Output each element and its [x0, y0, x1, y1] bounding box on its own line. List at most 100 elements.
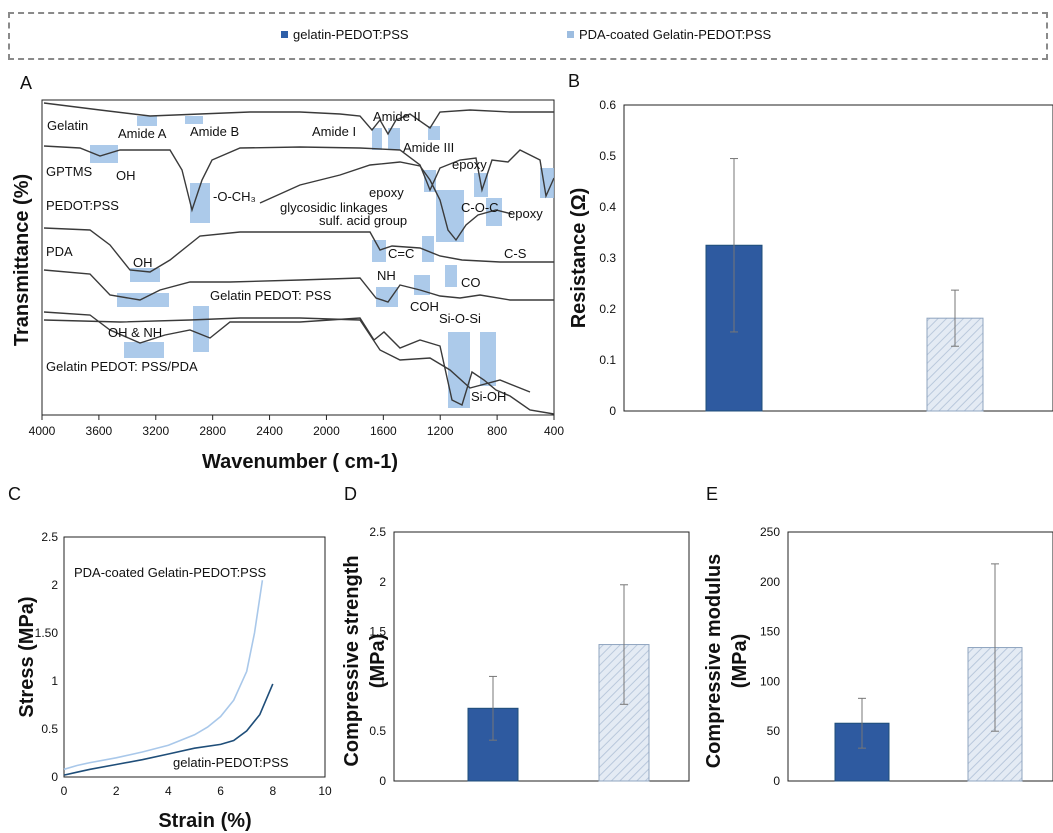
- y-tick-label: 0.5: [599, 149, 616, 163]
- ftir-x-axis-title: Wavenumber ( cm-1): [202, 451, 398, 473]
- annotation: epoxy: [369, 185, 404, 200]
- y-tick-label: 0.1: [599, 353, 616, 367]
- y-tick-label: 2: [379, 575, 386, 589]
- ftir-y-axis-title: Transmittance (%): [11, 174, 33, 346]
- x-tick-label: 8: [269, 784, 276, 798]
- spectrum-line: [43, 317, 531, 393]
- panel-label-b: B: [568, 71, 580, 91]
- modulus-y-axis-title-line1: Compressive modulus: [703, 554, 725, 769]
- y-tick-label: 1: [379, 674, 386, 688]
- y-tick-label: 0.5: [369, 724, 386, 738]
- curve-pda-coated: [63, 580, 264, 771]
- strength-y-axis-title: Compressive strength (MPa): [341, 555, 389, 766]
- resistance-bars: [705, 158, 984, 412]
- series-label-gel-pedot-pda: Gelatin PEDOT: PSS/PDA: [46, 359, 198, 374]
- stress-strain-lines: [63, 580, 274, 776]
- resistance-y-ticks: 0 0.1 0.2 0.3 0.4 0.5 0.6: [599, 98, 616, 418]
- modulus-y-axis-title: Compressive modulus (MPa): [703, 554, 751, 769]
- x-tick-label: 400: [544, 424, 564, 438]
- y-tick-label: 250: [760, 525, 780, 539]
- highlight-band: [130, 268, 160, 282]
- y-tick-label: 1.5: [369, 625, 386, 639]
- annotation: Amide III: [403, 140, 454, 155]
- y-tick-label: 0: [609, 404, 616, 418]
- resistance-frame: [623, 104, 1053, 412]
- y-tick-label: 0.2: [599, 302, 616, 316]
- x-tick-label: 6: [217, 784, 224, 798]
- panel-label-a: A: [20, 73, 32, 93]
- annotation: epoxy: [452, 157, 487, 172]
- x-tick-label: 4000: [29, 424, 56, 438]
- y-tick-label: 150: [760, 625, 780, 639]
- y-tick-label: 1: [51, 674, 58, 688]
- spectrum-line: [43, 145, 555, 213]
- annotation: C-S: [504, 246, 527, 261]
- highlight-band: [445, 265, 457, 287]
- ftir-chart: 4000 3600 3200 2800 2400 2000 1600 1200 800 400 T…: [11, 99, 564, 473]
- modulus-frame: [787, 531, 1053, 782]
- annotation: OH & NH: [108, 325, 162, 340]
- y-tick-label: 0: [773, 774, 780, 788]
- compressive-strength-chart: 0 0.5 1 1.5 2 2.5 Compressive strength (MPa): [341, 525, 690, 788]
- modulus-bars: [834, 563, 1023, 782]
- highlight-band: [185, 116, 203, 124]
- y-tick-label: 200: [760, 575, 780, 589]
- y-tick-label: 2.5: [41, 530, 58, 544]
- highlight-band: [448, 332, 470, 408]
- highlight-band: [372, 128, 382, 150]
- highlight-band: [193, 306, 209, 352]
- strength-y-axis-title-line2: (MPa): [367, 634, 389, 688]
- y-tick-label: 0.6: [599, 98, 616, 112]
- legend-swatch-dark: [281, 31, 288, 38]
- y-tick-label: 0.5: [41, 722, 58, 736]
- stress-strain-x-axis-title: Strain (%): [158, 810, 251, 832]
- ftir-frame: [41, 99, 555, 416]
- series-label-gel-pedot: Gelatin PEDOT: PSS: [210, 288, 332, 303]
- x-tick-label: 2: [113, 784, 120, 798]
- stress-strain-frame: [63, 536, 326, 778]
- spectrum-line: [43, 227, 554, 273]
- y-tick-label: 2: [51, 578, 58, 592]
- compressive-modulus-chart: 0 50 100 150 200 250 Compressive modulus (MPa…: [703, 525, 1053, 788]
- highlight-band: [90, 145, 118, 163]
- x-tick-label: 3200: [142, 424, 169, 438]
- strength-y-axis-title-line1: Compressive strength: [341, 555, 363, 766]
- legend-label-2: PDA-coated Gelatin-PEDOT:PSS: [579, 27, 772, 42]
- highlight-band: [480, 332, 496, 386]
- x-tick-label: 3600: [86, 424, 113, 438]
- annotation: Amide A: [118, 126, 167, 141]
- ftir-bands: [90, 116, 554, 408]
- modulus-y-axis-title-line2: (MPa): [729, 634, 751, 688]
- panel-label-d: D: [344, 484, 357, 504]
- y-tick-label: 2.5: [369, 525, 386, 539]
- legend: gelatin-PEDOT:PSS PDA-coated Gelatin-PED…: [281, 27, 772, 42]
- stress-strain-ticks: 0 2 4 6 8 10 0 0.5 1 1.50 2 2.5: [35, 530, 332, 798]
- x-tick-label: 2400: [256, 424, 283, 438]
- panel-label-c: C: [8, 484, 21, 504]
- y-tick-label: 100: [760, 674, 780, 688]
- annotation: C-O-C: [461, 200, 499, 215]
- spectrum-line: [259, 161, 513, 242]
- stress-strain-y-axis-title: Stress (MPa): [16, 596, 38, 717]
- highlight-band: [190, 183, 210, 223]
- legend-swatch-light: [567, 31, 574, 38]
- x-tick-label: 4: [165, 784, 172, 798]
- annotation: OH: [116, 168, 136, 183]
- highlight-band: [124, 342, 164, 358]
- curve-label-gelatin: gelatin-PEDOT:PSS: [173, 755, 289, 770]
- highlight-band: [486, 198, 502, 226]
- curve-label-pda: PDA-coated Gelatin-PEDOT:PSS: [74, 565, 267, 580]
- highlight-band: [540, 168, 554, 198]
- x-tick-label: 0: [61, 784, 68, 798]
- y-tick-label: 50: [767, 724, 781, 738]
- resistance-y-axis-title: Resistance (Ω): [568, 188, 590, 329]
- panel-label-e: E: [706, 484, 718, 504]
- annotation: -O-CH₃: [213, 189, 256, 204]
- x-tick-label: 10: [318, 784, 332, 798]
- spectrum-line: [43, 102, 554, 136]
- annotation: NH: [377, 268, 396, 283]
- x-tick-label: 2800: [199, 424, 226, 438]
- annotation: Amide I: [312, 124, 356, 139]
- ftir-spectra: [43, 102, 555, 415]
